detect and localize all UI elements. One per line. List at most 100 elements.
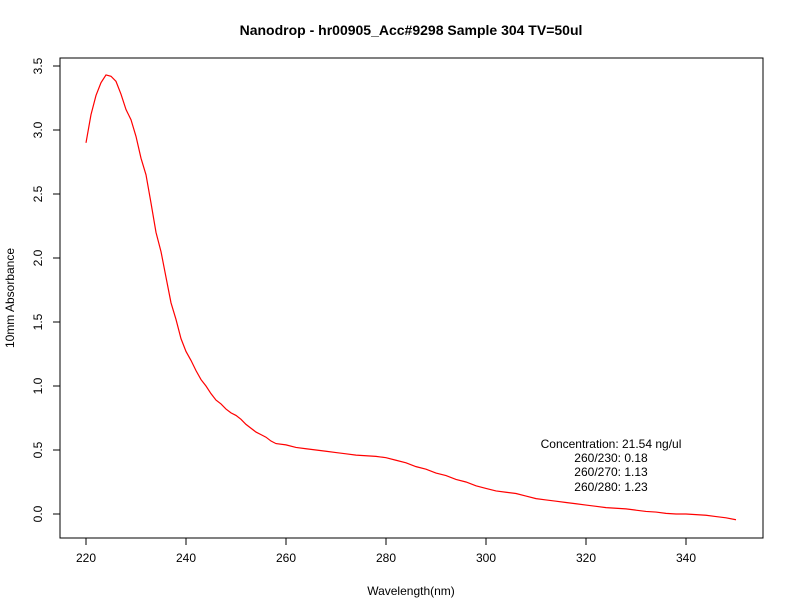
data-point [695, 514, 696, 515]
data-point [185, 351, 186, 352]
data-point [195, 370, 196, 371]
y-tick-label: 1.0 [31, 377, 45, 394]
x-tick-label: 300 [476, 551, 496, 565]
chart-title: Nanodrop - hr00905_Acc#9298 Sample 304 T… [240, 22, 583, 38]
data-point [705, 515, 706, 516]
data-point [110, 76, 111, 77]
data-point [625, 508, 626, 509]
y-tick-label: 2.0 [31, 249, 45, 266]
x-tick-label: 220 [76, 551, 96, 565]
data-point [655, 511, 656, 512]
data-point [210, 393, 211, 394]
annotation-260-280: 260/280: 1.23 [574, 480, 648, 494]
data-point [465, 481, 466, 482]
data-point [715, 516, 716, 517]
y-axis-label: 10mm Absorbance [3, 248, 17, 348]
data-point [145, 174, 146, 175]
y-tick-label: 2.5 [31, 185, 45, 202]
data-point [535, 498, 536, 499]
data-point [260, 434, 261, 435]
data-point [615, 508, 616, 509]
data-point [105, 74, 106, 75]
y-axis: 0.0 0.5 1.0 1.5 2.0 2.5 3.0 3.5 [31, 57, 61, 522]
data-point [215, 399, 216, 400]
data-point [305, 448, 306, 449]
data-point [295, 447, 296, 448]
data-point [205, 385, 206, 386]
data-point [85, 142, 86, 143]
data-point [735, 519, 736, 520]
data-point [270, 440, 271, 441]
data-point [230, 412, 231, 413]
y-tick-label: 3.5 [31, 57, 45, 74]
data-point [565, 502, 566, 503]
data-point [190, 360, 191, 361]
data-point [115, 81, 116, 82]
data-point [245, 424, 246, 425]
data-point [200, 379, 201, 380]
annotation-block: Concentration: 21.54 ng/ul 260/230: 0.18… [541, 437, 682, 494]
data-point [405, 462, 406, 463]
data-point [365, 455, 366, 456]
data-point [175, 319, 176, 320]
data-point [165, 277, 166, 278]
x-axis: 220 240 260 280 300 320 340 [76, 537, 696, 565]
data-point [475, 485, 476, 486]
x-tick-label: 240 [176, 551, 196, 565]
data-point [395, 460, 396, 461]
data-point [275, 443, 276, 444]
data-point [595, 506, 596, 507]
y-tick-label: 0.5 [31, 441, 45, 458]
data-point [120, 94, 121, 95]
x-tick-label: 260 [276, 551, 296, 565]
data-point [285, 444, 286, 445]
data-point [635, 510, 636, 511]
data-point [515, 493, 516, 494]
data-point [150, 202, 151, 203]
x-tick-label: 340 [676, 551, 696, 565]
data-point [665, 513, 666, 514]
data-point [425, 469, 426, 470]
x-tick-label: 280 [376, 551, 396, 565]
data-point [575, 503, 576, 504]
data-point [240, 419, 241, 420]
data-point [675, 513, 676, 514]
data-point [495, 490, 496, 491]
data-point [160, 251, 161, 252]
data-point [545, 499, 546, 500]
data-point [155, 232, 156, 233]
data-point [225, 408, 226, 409]
data-point [125, 109, 126, 110]
data-point [435, 472, 436, 473]
data-point [505, 492, 506, 493]
data-point [135, 136, 136, 137]
data-point [335, 452, 336, 453]
data-point [90, 114, 91, 115]
data-point [95, 95, 96, 96]
data-point [180, 338, 181, 339]
y-tick-label: 3.0 [31, 121, 45, 138]
x-tick-label: 320 [576, 551, 596, 565]
data-point [375, 456, 376, 457]
data-point [685, 513, 686, 514]
data-point [140, 158, 141, 159]
data-point [415, 466, 416, 467]
data-point [325, 451, 326, 452]
data-point [355, 455, 356, 456]
data-point [445, 475, 446, 476]
y-tick-label: 1.5 [31, 313, 45, 330]
data-point [455, 479, 456, 480]
annotation-260-230: 260/230: 0.18 [574, 451, 648, 465]
data-point [585, 504, 586, 505]
data-point [605, 507, 606, 508]
data-point [345, 453, 346, 454]
data-point [235, 415, 236, 416]
data-point [485, 488, 486, 489]
x-axis-label: Wavelength(nm) [367, 584, 455, 598]
data-point [725, 517, 726, 518]
data-point [130, 119, 131, 120]
data-point [315, 449, 316, 450]
absorbance-series-line [85, 74, 737, 521]
data-point [170, 302, 171, 303]
